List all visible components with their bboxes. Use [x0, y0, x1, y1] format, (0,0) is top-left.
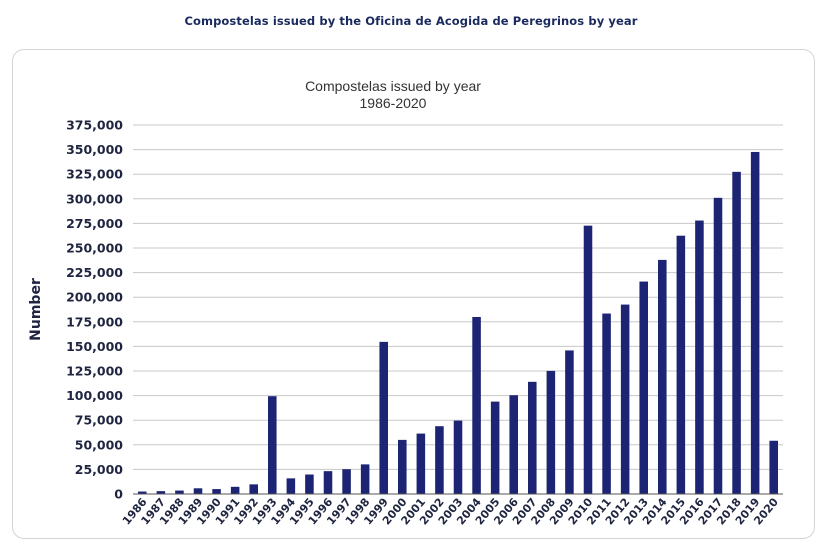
y-tick-label: 125,000 [66, 364, 123, 379]
bar [583, 225, 593, 494]
bar [230, 486, 240, 494]
bar [193, 488, 203, 494]
bar [750, 151, 760, 494]
bar [639, 281, 648, 494]
y-tick-label: 0 [114, 487, 123, 502]
bars [138, 151, 778, 495]
bar [416, 433, 426, 494]
y-tick-label: 25,000 [75, 462, 124, 477]
bar [676, 235, 686, 494]
bar [490, 401, 500, 494]
bar [379, 341, 388, 494]
y-tick-label: 150,000 [66, 339, 123, 354]
bar [268, 396, 277, 494]
bar [528, 381, 537, 494]
bar [286, 478, 296, 494]
bar [138, 491, 147, 494]
y-axis-label: Number [28, 278, 44, 341]
y-tick-label: 200,000 [66, 290, 123, 305]
bar [398, 439, 407, 494]
chart-frame: Compostelas issued by year 1986-2020 0 25,… [12, 49, 815, 539]
bar [732, 171, 741, 494]
bar [156, 491, 166, 494]
bar [305, 474, 314, 494]
bar [453, 420, 463, 494]
bar [602, 313, 611, 494]
gridlines [133, 124, 783, 470]
bar [212, 489, 221, 494]
bar [249, 484, 258, 494]
y-axis-ticks: 0 25,000 50,000 75,000 100,000 125,000 150,000… [66, 118, 123, 502]
y-tick-label: 250,000 [66, 241, 123, 256]
bar [360, 464, 370, 494]
y-tick-label: 375,000 [66, 118, 123, 133]
bar [509, 395, 518, 494]
bar [620, 304, 630, 494]
bar [342, 469, 351, 494]
chart-title-line: 1986-2020 [360, 95, 427, 111]
bar [546, 370, 556, 494]
y-tick-label: 275,000 [66, 216, 123, 231]
y-tick-label: 175,000 [66, 314, 123, 329]
y-tick-label: 50,000 [75, 437, 124, 452]
bar [323, 471, 333, 494]
y-tick-label: 100,000 [66, 388, 123, 403]
y-tick-label: 75,000 [75, 413, 124, 428]
bar [658, 259, 667, 494]
bar [175, 490, 184, 494]
figure-title: Compostelas issued by the Oficina de Aco… [184, 14, 638, 28]
y-tick-label: 350,000 [66, 142, 123, 157]
y-tick-label: 225,000 [66, 265, 123, 280]
bar [435, 426, 444, 494]
x-axis-ticks: 1986198719881989199019911992199319941995… [120, 495, 781, 527]
y-tick-label: 300,000 [66, 191, 123, 206]
chart-title-line: Compostelas issued by year [305, 78, 481, 94]
bar [769, 440, 778, 494]
bar [565, 350, 574, 494]
bar [713, 197, 723, 495]
bar [472, 316, 481, 494]
y-tick-label: 325,000 [66, 167, 123, 182]
bar [695, 220, 704, 495]
